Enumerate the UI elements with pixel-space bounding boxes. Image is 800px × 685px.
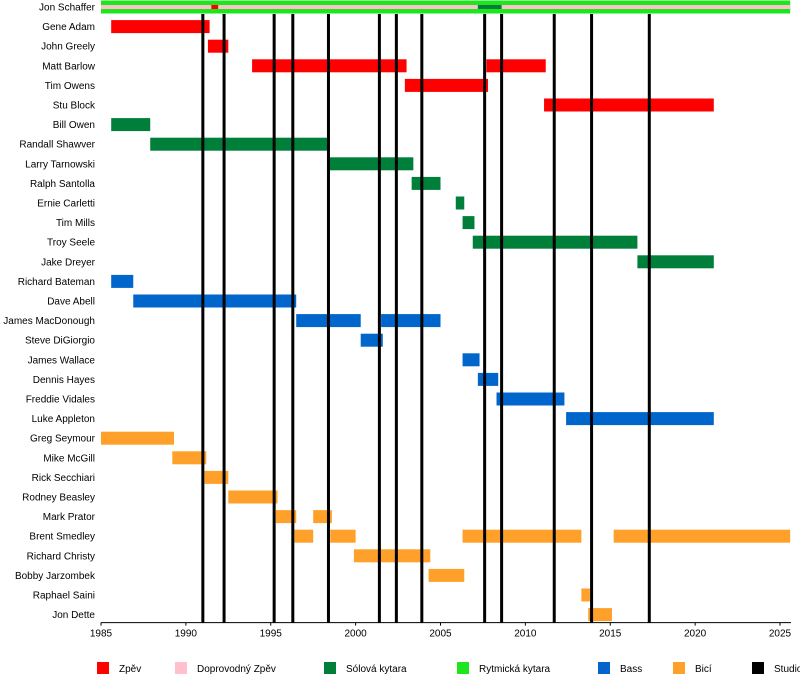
x-tick-label: 1995 <box>260 629 283 640</box>
bar-drums <box>428 568 465 582</box>
bar-drums <box>588 608 612 622</box>
bar-lead <box>462 216 475 230</box>
member-label: Brent Smedley <box>29 532 95 543</box>
legend-label-vocals: Zpěv <box>119 664 141 675</box>
member-label: Troy Seele <box>47 238 95 249</box>
x-tick-label: 1985 <box>90 629 113 640</box>
member-label: Mark Prator <box>43 512 96 523</box>
bar-drums <box>330 529 356 543</box>
studio-album-lines <box>201 14 651 623</box>
legend-label-studio: Studio album <box>774 664 800 675</box>
bar-drums <box>101 431 174 445</box>
member-label: Ralph Santolla <box>30 179 95 190</box>
bar-lead <box>477 5 502 9</box>
member-label: Bobby Jarzombek <box>15 571 96 582</box>
bar-drums <box>204 470 229 484</box>
member-label: John Greely <box>41 42 95 53</box>
member-label: Tim Owens <box>45 81 95 92</box>
legend-label-bass: Bass <box>620 664 642 675</box>
member-label: Rodney Beasley <box>22 493 95 504</box>
legend-label-drums: Bicí <box>695 664 712 675</box>
x-tick-label: 2010 <box>514 629 537 640</box>
member-label: Richard Bateman <box>18 277 95 288</box>
legend-swatch-bass <box>598 662 610 674</box>
legend-swatch-studio <box>752 662 764 674</box>
bar-drums <box>294 529 314 543</box>
legend-swatch-lead <box>324 662 336 674</box>
member-label: Luke Appleton <box>32 414 95 425</box>
member-label: Jon Schaffer <box>39 3 96 14</box>
member-label: Jon Dette <box>52 610 95 621</box>
member-label: Dave Abell <box>47 297 95 308</box>
member-label: Steve DiGiorgio <box>25 336 95 347</box>
member-label: Randall Shawver <box>19 140 95 151</box>
member-labels: Jon Schaffer Gene Adam John Greely Matt Bar… <box>3 3 96 622</box>
legend: Zpěv Doprovodný Zpěv Sólová kytara Rytmická… <box>97 662 800 675</box>
member-label: Larry Tarnowski <box>25 159 95 170</box>
legend-swatch-vocals <box>97 662 109 674</box>
bar-drums <box>613 529 791 543</box>
x-axis: 1985 1990 1995 2000 2005 2010 2015 2020 2025 <box>90 622 792 640</box>
member-label: Raphael Saini <box>33 591 95 602</box>
bar-vocals <box>111 20 210 34</box>
bar-drums <box>581 588 590 602</box>
member-label: Dennis Hayes <box>33 375 95 386</box>
bar-bass <box>496 392 565 406</box>
legend-swatch-rhythm <box>457 662 469 674</box>
bar-lead <box>328 157 414 171</box>
bar-vocals <box>404 78 489 92</box>
bar-lead <box>111 118 151 132</box>
bar-bass <box>462 353 480 367</box>
x-tick-label: 2000 <box>345 629 368 640</box>
member-label: James MacDonough <box>3 316 95 327</box>
legend-swatch-drums <box>673 662 685 674</box>
bar-drums <box>172 451 207 465</box>
member-label: Gene Adam <box>42 22 95 33</box>
member-label: Rick Secchiari <box>32 473 95 484</box>
bar-vocals <box>211 5 219 9</box>
bar-backing <box>101 5 791 9</box>
bar-drums <box>462 529 582 543</box>
member-label: James Wallace <box>28 355 96 366</box>
x-tick-label: 2020 <box>684 629 707 640</box>
bar-bass <box>133 294 297 308</box>
member-label: Jake Dreyer <box>41 257 96 268</box>
x-tick-label: 1990 <box>175 629 198 640</box>
member-label: Matt Barlow <box>42 61 96 72</box>
legend-label-backing: Doprovodný Zpěv <box>197 664 276 675</box>
member-label: Ernie Carletti <box>37 199 95 210</box>
bar-bass <box>381 314 441 328</box>
member-label: Mike McGill <box>43 453 95 464</box>
legend-label-lead: Sólová kytara <box>346 664 407 675</box>
bar-bass <box>111 274 134 288</box>
bar-lead <box>455 196 465 210</box>
bar-lead <box>411 176 441 190</box>
bar-drums <box>275 510 297 524</box>
member-label: Tim Mills <box>56 218 95 229</box>
bar-bass <box>566 412 714 426</box>
bar-lead <box>150 137 329 151</box>
member-label: Richard Christy <box>27 551 95 562</box>
member-label: Bill Owen <box>53 120 95 131</box>
member-label: Freddie Vidales <box>26 395 95 406</box>
legend-label-rhythm: Rytmická kytara <box>479 664 551 675</box>
member-label: Greg Seymour <box>30 434 96 445</box>
member-label: Stu Block <box>53 101 96 112</box>
bar-lead <box>637 255 714 269</box>
member-bars <box>101 0 791 622</box>
legend-swatch-backing <box>175 662 187 674</box>
x-tick-label: 2025 <box>769 629 792 640</box>
bar-bass <box>477 372 499 386</box>
x-tick-label: 2005 <box>429 629 452 640</box>
bar-bass <box>360 333 383 347</box>
bar-drums <box>353 549 431 563</box>
x-tick-label: 2015 <box>599 629 622 640</box>
bar-vocals <box>486 59 546 73</box>
bar-drums <box>228 490 278 504</box>
bar-vocals <box>544 98 714 112</box>
